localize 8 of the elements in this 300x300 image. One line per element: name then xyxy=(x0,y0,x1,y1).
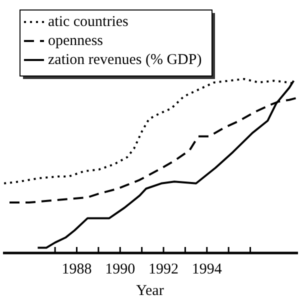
legend-label: openness xyxy=(48,33,104,49)
x-tick-label: 1992 xyxy=(148,262,179,278)
x-tick-label: 1994 xyxy=(192,262,222,278)
x-tick-label: 1990 xyxy=(105,262,136,278)
x-tick-label: 1988 xyxy=(62,262,92,278)
legend-label: atic countries xyxy=(48,14,129,30)
x-axis-title: Year xyxy=(136,283,164,299)
legend-label: zation revenues (% GDP) xyxy=(48,52,202,68)
